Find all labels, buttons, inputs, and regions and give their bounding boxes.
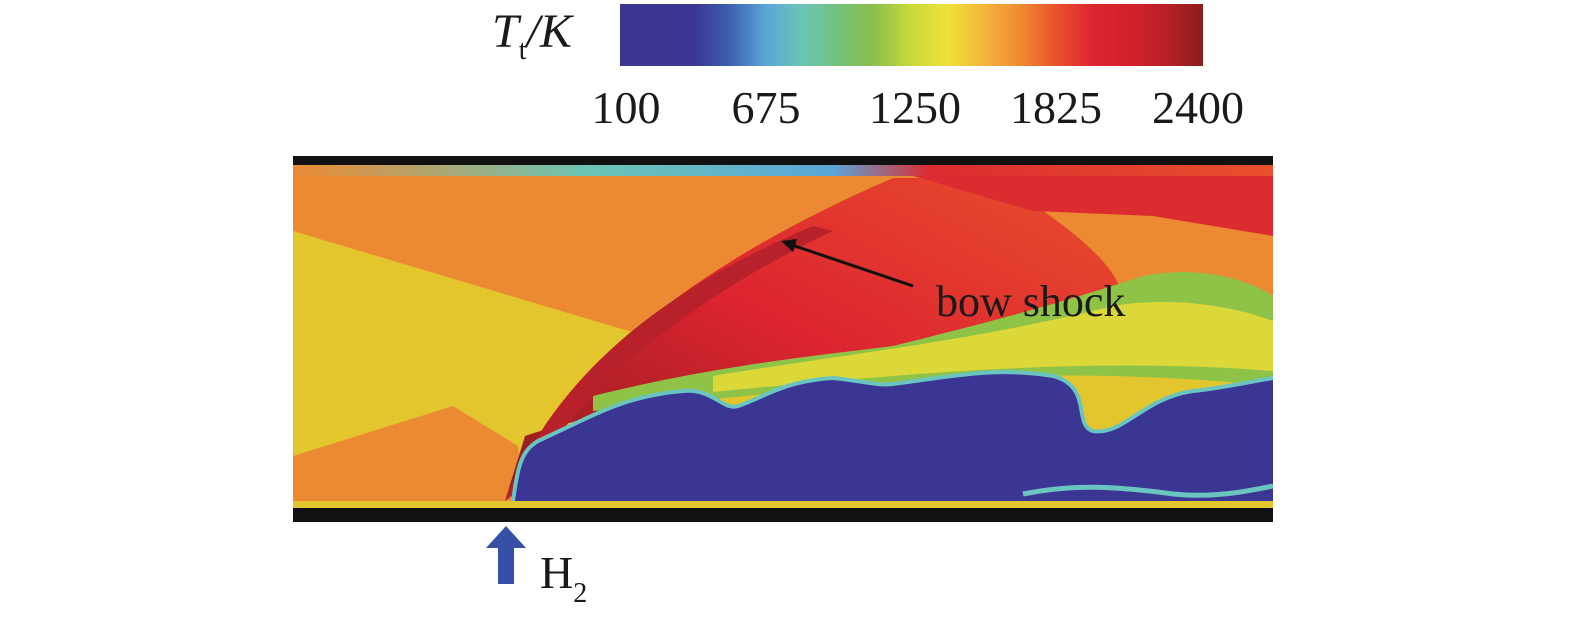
colorbar-title-subscript: t (518, 35, 527, 66)
colorbar-tick-label: 1825 (1010, 82, 1102, 133)
injection-arrow-shape (486, 526, 526, 584)
top-wall (293, 156, 1273, 165)
bow-shock-label: bow shock (936, 277, 1126, 326)
annotation-arrowhead (781, 239, 797, 252)
bottom-wall (293, 508, 1273, 522)
colorbar-title: Tt/K (492, 5, 572, 65)
injectant-label: H2 (540, 547, 587, 608)
near-wall-streak (1022, 483, 1273, 498)
colorbar-gradient (620, 4, 1203, 66)
upper-right-hot-region (913, 176, 1273, 236)
injection-arrow-icon (486, 526, 526, 584)
colorbar-tick-label: 2400 (1152, 82, 1244, 133)
injectant-label-subscript: 2 (573, 578, 588, 609)
hydrogen-jet-core (513, 372, 1273, 501)
injectant-label-main: H (540, 547, 574, 598)
lower-orange-region (293, 406, 523, 501)
post-shock-region (505, 178, 1123, 501)
mixing-layer-highlight (713, 301, 1273, 392)
colorbar (620, 4, 1203, 66)
colorbar-tick-label: 675 (731, 82, 801, 133)
temperature-field (293, 156, 1273, 522)
top-boundary-layer (293, 164, 1273, 176)
annotation-arrow-line (788, 242, 914, 288)
colorbar-tick-label: 1250 (869, 82, 961, 133)
colorbar-tick-label: 100 (591, 82, 661, 133)
jet-interface (511, 370, 1273, 502)
colorbar-title-unit: /K (526, 5, 572, 58)
colorbar-title-main: T (492, 5, 519, 58)
